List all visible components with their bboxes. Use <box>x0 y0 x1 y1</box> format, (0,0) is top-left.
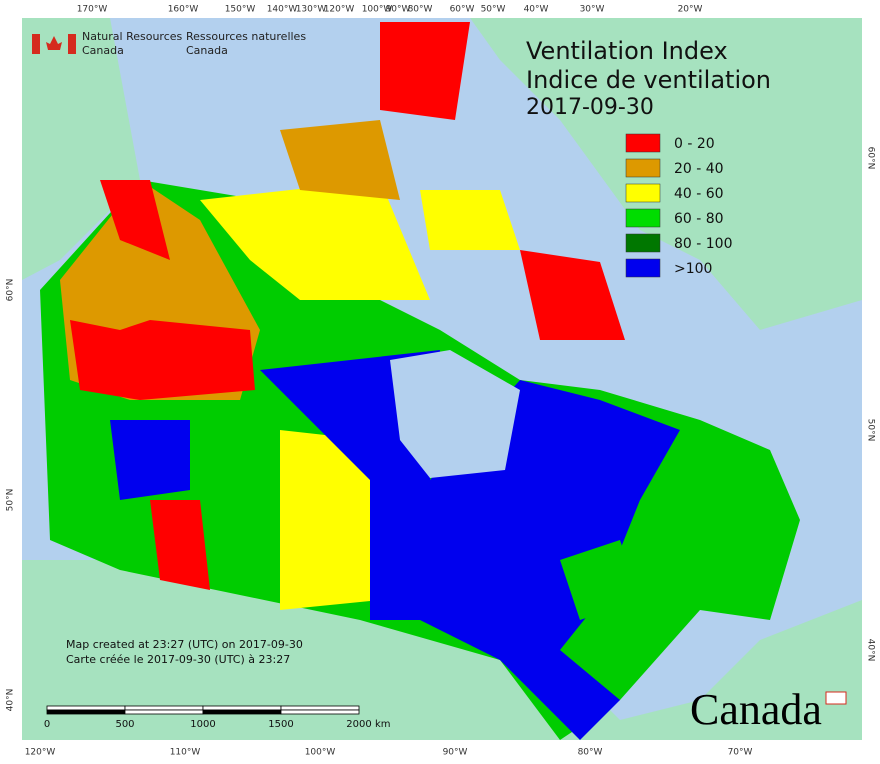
scale-segment <box>124 709 204 715</box>
bottom-label: 70°W <box>728 748 753 758</box>
legend-swatch <box>625 258 661 278</box>
bottom-label: 100°W <box>305 748 336 758</box>
top-label: 170°W <box>77 5 108 15</box>
scale-label: 1000 <box>190 719 215 730</box>
top-label: 120°W <box>324 5 355 15</box>
top-label: 130°W <box>296 5 327 15</box>
date: 2017-09-30 <box>526 95 654 120</box>
bottom-label: 110°W <box>170 748 201 758</box>
legend: 0 - 20 20 - 40 40 - 60 60 - 80 80 - 100 >100 <box>625 133 733 278</box>
region-yellow-prairie <box>280 430 380 610</box>
top-label: 50°W <box>481 5 506 15</box>
wordmark: Canada <box>690 685 822 734</box>
bottom-label: 80°W <box>578 748 603 758</box>
legend-label: 20 - 40 <box>674 161 724 177</box>
map-frame <box>22 18 862 740</box>
region-red-yukon <box>100 180 170 260</box>
region-red-ellesmere <box>380 22 470 120</box>
right-label: 40°N <box>866 639 876 662</box>
bottom-label: 120°W <box>25 748 56 758</box>
note: Map created at 23:27 (UTC) on 2017-09-30 <box>66 638 303 651</box>
bottom-label: 90°W <box>443 748 468 758</box>
title: Ventilation Index <box>526 37 728 65</box>
hudson-bay <box>390 350 520 478</box>
top-label: 20°W <box>678 5 703 15</box>
alaska <box>22 18 140 280</box>
region-red-bc <box>150 500 210 590</box>
agency-fr: Ressources naturelles <box>186 30 306 43</box>
flag-leaf <box>46 36 62 50</box>
scale-segment <box>280 705 360 711</box>
top-label: 40°W <box>524 5 549 15</box>
legend-label: 40 - 60 <box>674 186 724 202</box>
usa <box>22 560 862 740</box>
agency-en: Canada <box>82 44 124 57</box>
scale-label: 0 <box>44 719 50 730</box>
greenland <box>470 18 862 330</box>
agency-fr: Canada <box>186 44 228 57</box>
right-label: 50°N <box>866 419 876 442</box>
region-orange-arctic <box>280 120 400 200</box>
legend-label: 60 - 80 <box>674 211 724 227</box>
scale-segment <box>280 709 360 715</box>
legend-swatch <box>625 133 661 153</box>
top-label: 100°W <box>362 5 393 15</box>
region-yellow-north <box>200 180 430 300</box>
title: Indice de ventilation <box>526 66 771 94</box>
top-label: 30°W <box>580 5 605 15</box>
note: Carte créée le 2017-09-30 (UTC) à 23:27 <box>66 653 290 666</box>
top-label: 90°W <box>386 5 411 15</box>
left-label: 40°N <box>6 689 16 712</box>
region-blue-west <box>110 420 190 500</box>
top-label: 160°W <box>168 5 199 15</box>
legend-swatch <box>625 183 661 203</box>
left-label: 50°N <box>6 489 16 512</box>
region-green-ontario <box>560 540 640 620</box>
region-red-nw <box>70 320 255 400</box>
region-red-baffin <box>520 250 625 340</box>
top-label: 150°W <box>225 5 256 15</box>
scale-segment <box>46 705 126 711</box>
flag-bar <box>68 34 76 54</box>
scale-label: 2000 <box>346 719 371 730</box>
legend-label: 80 - 100 <box>674 236 733 252</box>
region-yellow-baffin <box>420 190 520 250</box>
scale-bar: 0 500 1000 1500 2000 km <box>44 705 391 730</box>
legend-label: 0 - 20 <box>674 136 715 152</box>
scale-label: 1500 <box>268 719 293 730</box>
top-label: 60°W <box>450 5 475 15</box>
legend-swatch <box>625 208 661 228</box>
top-label: 140°W <box>267 5 298 15</box>
top-label: 80°W <box>408 5 433 15</box>
right-label: 60°N <box>866 147 876 170</box>
legend-swatch <box>625 158 661 178</box>
agency-en: Natural Resources <box>82 30 183 43</box>
scale-unit: km <box>375 719 391 730</box>
scale-segment <box>124 705 204 711</box>
flag-bar <box>32 34 40 54</box>
scale-label: 500 <box>115 719 134 730</box>
legend-swatch <box>625 233 661 253</box>
legend-label: >100 <box>674 261 712 277</box>
wordmark-flag <box>825 691 847 705</box>
scale-segment <box>202 705 282 711</box>
scale-segment <box>202 709 282 715</box>
scale-segment <box>46 709 126 715</box>
region-blue <box>260 350 680 740</box>
left-label: 60°N <box>6 279 16 302</box>
